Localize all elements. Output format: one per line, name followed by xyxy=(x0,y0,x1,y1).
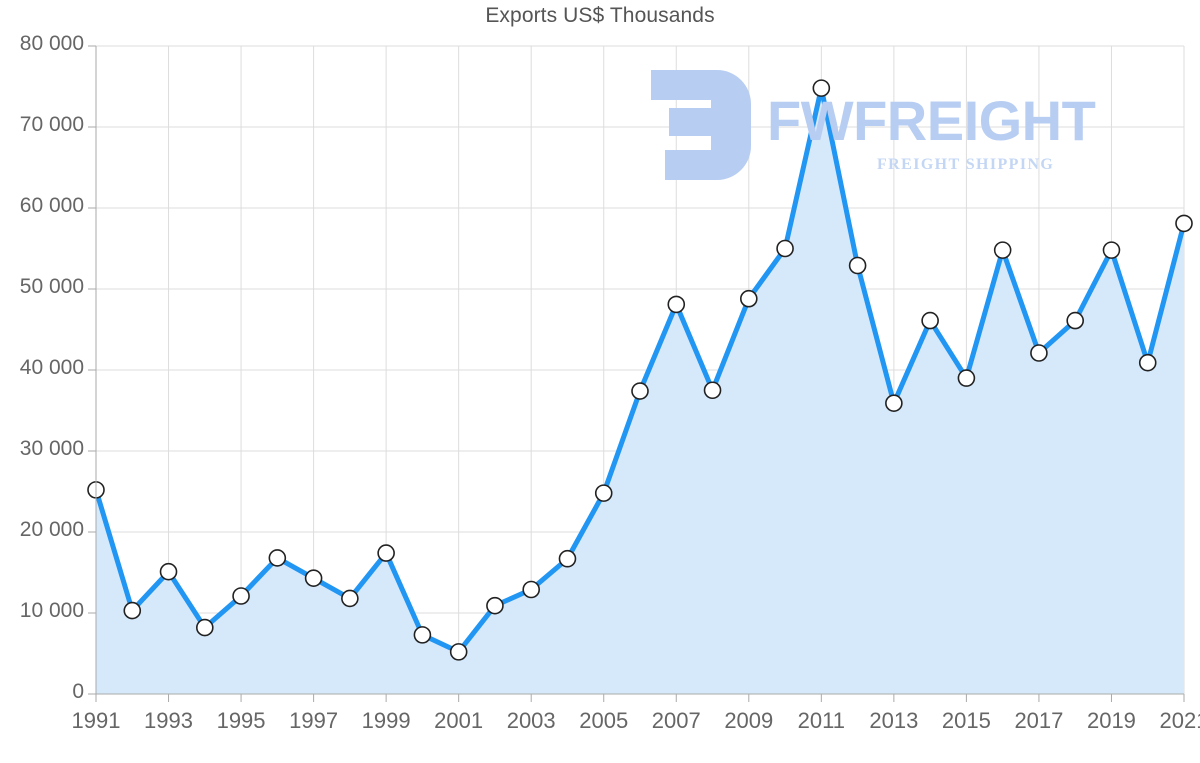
axis-lines xyxy=(95,46,1184,695)
x-axis-tick-label: 2007 xyxy=(651,708,701,733)
x-axis-tick-label: 2001 xyxy=(434,708,484,733)
x-axis-tick-label: 2015 xyxy=(941,708,991,733)
data-point-marker[interactable] xyxy=(1175,214,1193,233)
y-axis-tick-label: 30 000 xyxy=(19,437,84,460)
data-point-marker[interactable] xyxy=(377,544,395,562)
data-point-marker[interactable] xyxy=(123,601,142,620)
data-point-marker[interactable] xyxy=(304,569,323,587)
data-point-markers xyxy=(87,79,1193,661)
data-point-marker[interactable] xyxy=(413,626,432,644)
data-point-marker[interactable] xyxy=(1102,241,1121,259)
data-point-marker[interactable] xyxy=(268,549,287,567)
data-point-marker[interactable] xyxy=(739,289,758,308)
data-point-marker[interactable] xyxy=(558,549,577,568)
data-point-marker[interactable] xyxy=(522,580,541,599)
chart-title: Exports US$ Thousands xyxy=(485,4,715,27)
data-point-marker[interactable] xyxy=(232,587,250,605)
x-axis-tick-label: 2013 xyxy=(869,708,919,733)
y-axis-tick-label: 0 xyxy=(72,680,84,703)
x-axis-tick-label: 2017 xyxy=(1014,708,1064,733)
y-axis-tick-label: 10 000 xyxy=(19,599,84,622)
x-axis-tick-label: 1993 xyxy=(144,708,193,733)
data-point-marker[interactable] xyxy=(957,369,976,387)
x-axis-tick-label: 1999 xyxy=(361,708,411,733)
x-axis-tick-label: 2003 xyxy=(506,708,556,733)
y-axis-tick-label: 60 000 xyxy=(19,194,84,217)
y-axis-tick-label: 40 000 xyxy=(19,356,84,379)
data-point-marker[interactable] xyxy=(1138,353,1157,372)
y-axis-tick-label: 50 000 xyxy=(19,275,84,298)
data-point-marker[interactable] xyxy=(848,256,867,275)
data-point-marker[interactable] xyxy=(921,311,939,330)
data-point-marker[interactable] xyxy=(776,239,794,258)
x-axis-tick-label: 1991 xyxy=(71,708,121,733)
x-axis-tick-label: 1995 xyxy=(216,708,266,733)
x-axis-tick-label: 2021 xyxy=(1159,708,1200,733)
data-point-marker[interactable] xyxy=(667,295,686,314)
data-point-marker[interactable] xyxy=(594,484,613,502)
x-axis-tick-label: 2005 xyxy=(579,708,629,733)
data-point-marker[interactable] xyxy=(341,589,359,608)
y-axis-tick-label: 20 000 xyxy=(19,518,84,541)
data-point-marker[interactable] xyxy=(993,241,1012,259)
x-axis-tick-label: 1997 xyxy=(289,708,339,733)
y-axis-tick-label: 70 000 xyxy=(19,113,84,136)
x-axis-tick-label: 2011 xyxy=(797,708,845,733)
y-axis-tick-label: 80 000 xyxy=(19,32,84,55)
x-axis-tick-label: 2019 xyxy=(1086,708,1136,733)
data-point-marker[interactable] xyxy=(486,596,504,615)
data-point-marker[interactable] xyxy=(812,79,831,97)
data-point-marker[interactable] xyxy=(449,643,468,661)
x-axis-tick-label: 2009 xyxy=(724,708,774,733)
data-point-marker[interactable] xyxy=(159,562,178,581)
data-point-marker[interactable] xyxy=(631,382,649,400)
data-point-marker[interactable] xyxy=(703,381,722,400)
data-point-marker[interactable] xyxy=(1066,311,1084,330)
data-point-marker[interactable] xyxy=(885,394,903,413)
data-point-marker[interactable] xyxy=(1030,344,1048,362)
data-point-marker[interactable] xyxy=(196,618,214,637)
